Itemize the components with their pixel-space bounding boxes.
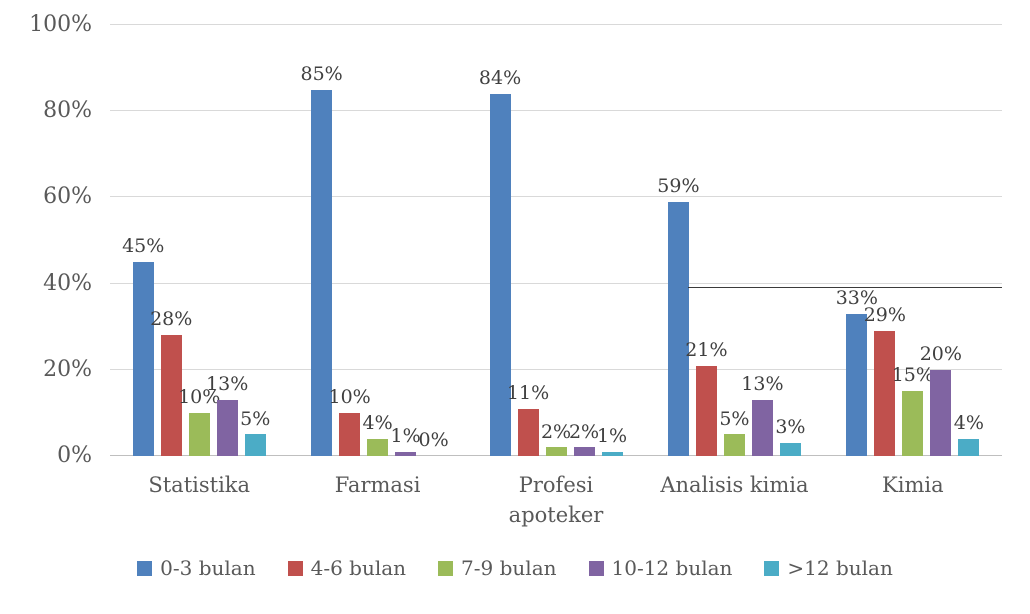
bar-group-3: 59% 21% 5% 13% 3%: [645, 25, 823, 456]
bar-value-label: 85%: [300, 62, 343, 85]
legend-item-2: 7-9 bulan: [438, 556, 557, 580]
legend-item-label: 4-6 bulan: [310, 556, 407, 580]
bar-79bulan-0: 10%: [178, 387, 220, 456]
legend-item-label: >12 bulan: [787, 556, 893, 580]
y-tick-label: 100%: [29, 12, 92, 37]
legend-swatch-icon: [588, 560, 604, 576]
bar-1012bulan-4: 20%: [920, 344, 962, 456]
bar-79bulan-3: 5%: [719, 408, 750, 456]
bar-79bulan-2: 2%: [541, 421, 571, 456]
bar-value-label: 5%: [719, 407, 750, 430]
bar-12bulan-0: 5%: [240, 408, 270, 456]
bar-group-2: 84% 11% 2% 2% 1%: [467, 25, 645, 456]
bar-value-label: 4%: [953, 411, 984, 434]
gridline-40: [110, 282, 1002, 284]
bar-03bulan-4: 33%: [836, 287, 878, 456]
y-tick-label: 40%: [43, 270, 92, 296]
bar-46bulan-2: 11%: [507, 382, 549, 456]
bar-value-label: 13%: [206, 373, 249, 396]
bar-1012bulan-1: 1%: [391, 425, 421, 456]
bar-46bulan-1: 10%: [328, 387, 371, 456]
bar-value-label: 2%: [540, 420, 572, 443]
bar-value-label: 59%: [657, 174, 700, 197]
bar-03bulan-1: 85%: [300, 63, 343, 456]
category-label-0: Statistika: [148, 473, 251, 497]
gridline-20: [110, 368, 1002, 370]
bar-03bulan-3: 59%: [657, 175, 700, 456]
bar-value-label: 1%: [596, 424, 628, 447]
legend-swatch-icon: [764, 560, 780, 576]
legend-swatch-icon: [438, 560, 454, 576]
bar-value-label: 33%: [835, 286, 878, 309]
bar-value-label: 0%: [418, 429, 449, 452]
gridline-80: [110, 110, 1002, 112]
bar-value-label: 45%: [122, 235, 165, 258]
bar-1012bulan-0: 13%: [206, 374, 248, 456]
category-label-1: Farmasi: [334, 473, 421, 497]
bar-value-label: 10%: [178, 386, 221, 409]
legend-item-label: 10-12 bulan: [611, 556, 733, 580]
bar-value-label: 21%: [685, 338, 728, 361]
bar-value-label: 4%: [362, 411, 393, 434]
bar-groups: 45% 28% 10% 13% 5% 85% 10% 4% 1% 0% 84% 11% 2% 2% 1% 59…: [110, 25, 1002, 456]
bar-12bulan-2: 1%: [597, 425, 627, 456]
bar-value-label: 10%: [328, 386, 371, 409]
legend-item-label: 0-3 bulan: [160, 556, 256, 580]
gridline-100: [110, 24, 1002, 25]
bar-1012bulan-2: 2%: [569, 421, 599, 456]
bar-group-1: 85% 10% 4% 1% 0%: [288, 25, 466, 456]
legend: 0-3 bulan 4-6 bulan 7-9 bulan 10-12 bulan >1…: [0, 558, 1030, 578]
legend-item-4: >12 bulan: [764, 556, 893, 580]
legend-item-0: 0-3 bulan: [137, 556, 256, 580]
bar-79bulan-4: 15%: [892, 365, 934, 456]
legend-item-1: 4-6 bulan: [287, 556, 407, 580]
annotation-line: [688, 286, 1002, 288]
y-tick-label: 80%: [43, 98, 92, 124]
bar-value-label: 84%: [478, 67, 522, 90]
bar-1012bulan-3: 13%: [741, 374, 784, 456]
bar-value-label: 3%: [775, 416, 806, 439]
bar-group-4: 33% 29% 15% 20% 4%: [824, 25, 1002, 456]
bar-value-label: 2%: [568, 420, 600, 443]
category-label-2: Profesi apoteker: [508, 473, 604, 528]
y-tick-label: 60%: [43, 184, 92, 210]
bar-value-label: 28%: [150, 308, 193, 331]
bar-value-label: 5%: [240, 407, 271, 430]
bar-46bulan-4: 29%: [864, 305, 906, 456]
legend-item-label: 7-9 bulan: [461, 556, 557, 580]
plot-area: 45% 28% 10% 13% 5% 85% 10% 4% 1% 0% 84% 11% 2% 2% 1% 59…: [110, 24, 1002, 456]
bar-value-label: 11%: [506, 381, 550, 404]
category-label-4: Kimia: [882, 473, 944, 497]
bar-value-label: 1%: [390, 424, 421, 447]
bar-46bulan-0: 28%: [150, 309, 192, 456]
bar-79bulan-1: 4%: [363, 412, 393, 456]
bar-value-label: 20%: [919, 342, 962, 365]
bar-12bulan-3: 3%: [775, 417, 806, 456]
legend-swatch-icon: [287, 560, 303, 576]
y-axis: 0% 20% 40% 60% 80% 100%: [0, 14, 92, 467]
bar-12bulan-4: 4%: [954, 412, 984, 456]
bar-46bulan-3: 21%: [685, 339, 728, 456]
bar-03bulan-0: 45%: [122, 236, 164, 456]
bar-03bulan-2: 84%: [479, 68, 521, 456]
x-axis: Statistika Farmasi Profesi apoteker Analisi…: [110, 470, 1002, 531]
category-label-3: Analisis kimia: [660, 473, 809, 497]
y-tick-label: 20%: [43, 356, 92, 382]
legend-swatch-icon: [137, 560, 153, 576]
bar-value-label: 29%: [863, 304, 906, 327]
y-tick-label: 0%: [57, 443, 92, 468]
bar-value-label: 13%: [741, 373, 784, 396]
gridline-60: [110, 196, 1002, 198]
legend-item-3: 10-12 bulan: [588, 556, 733, 580]
bar-value-label: 15%: [891, 364, 934, 387]
bar-group-0: 45% 28% 10% 13% 5%: [110, 25, 288, 456]
